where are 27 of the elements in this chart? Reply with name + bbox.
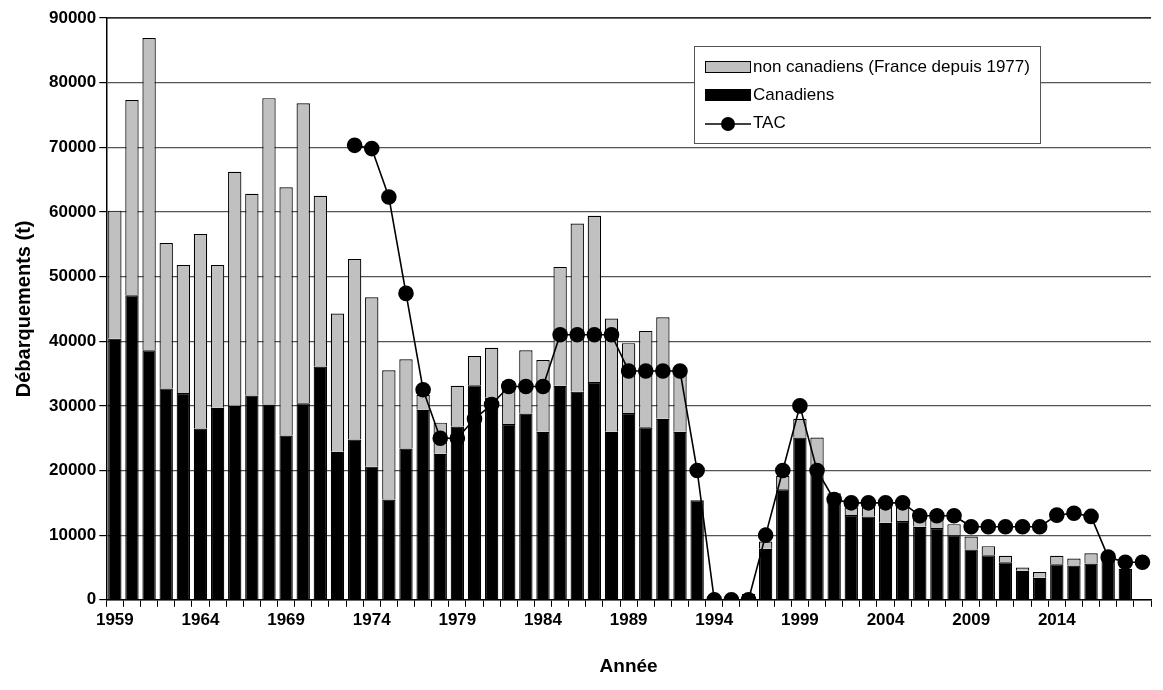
x-tick-label: 1994 — [695, 609, 734, 629]
y-tick-label: 90000 — [48, 7, 97, 27]
x-tick-label: 1979 — [438, 609, 477, 629]
x-tick-label: 1999 — [780, 609, 819, 629]
legend-label: TAC — [753, 113, 786, 133]
y-tick-label: 60000 — [48, 201, 97, 221]
y-tick-label: 0 — [86, 589, 97, 609]
x-tick-label: 2014 — [1037, 609, 1077, 629]
y-axis-title: Débarquements (t) — [11, 220, 34, 398]
y-tick-label: 10000 — [48, 524, 97, 544]
x-tick-label: 1969 — [267, 609, 306, 629]
y-tick-label: 70000 — [48, 136, 97, 156]
x-tick-label: 1989 — [609, 609, 648, 629]
x-tick-label: 2009 — [952, 609, 991, 629]
x-tick-label: 1959 — [95, 609, 134, 629]
y-tick-label: 30000 — [48, 395, 97, 415]
y-tick-label: 40000 — [48, 330, 97, 350]
legend-label: Canadiens — [753, 85, 835, 105]
x-tick-label: 1984 — [524, 609, 563, 629]
x-tick-label: 1974 — [352, 609, 392, 629]
y-tick-label: 80000 — [48, 72, 97, 92]
x-tick-label: 1964 — [181, 609, 220, 629]
legend-label: non canadiens (France depuis 1977) — [753, 57, 1030, 77]
x-axis-title: Année — [599, 654, 658, 676]
y-tick-label: 20000 — [48, 460, 97, 480]
x-tick-label: 2004 — [866, 609, 905, 629]
y-tick-label: 50000 — [48, 266, 97, 286]
